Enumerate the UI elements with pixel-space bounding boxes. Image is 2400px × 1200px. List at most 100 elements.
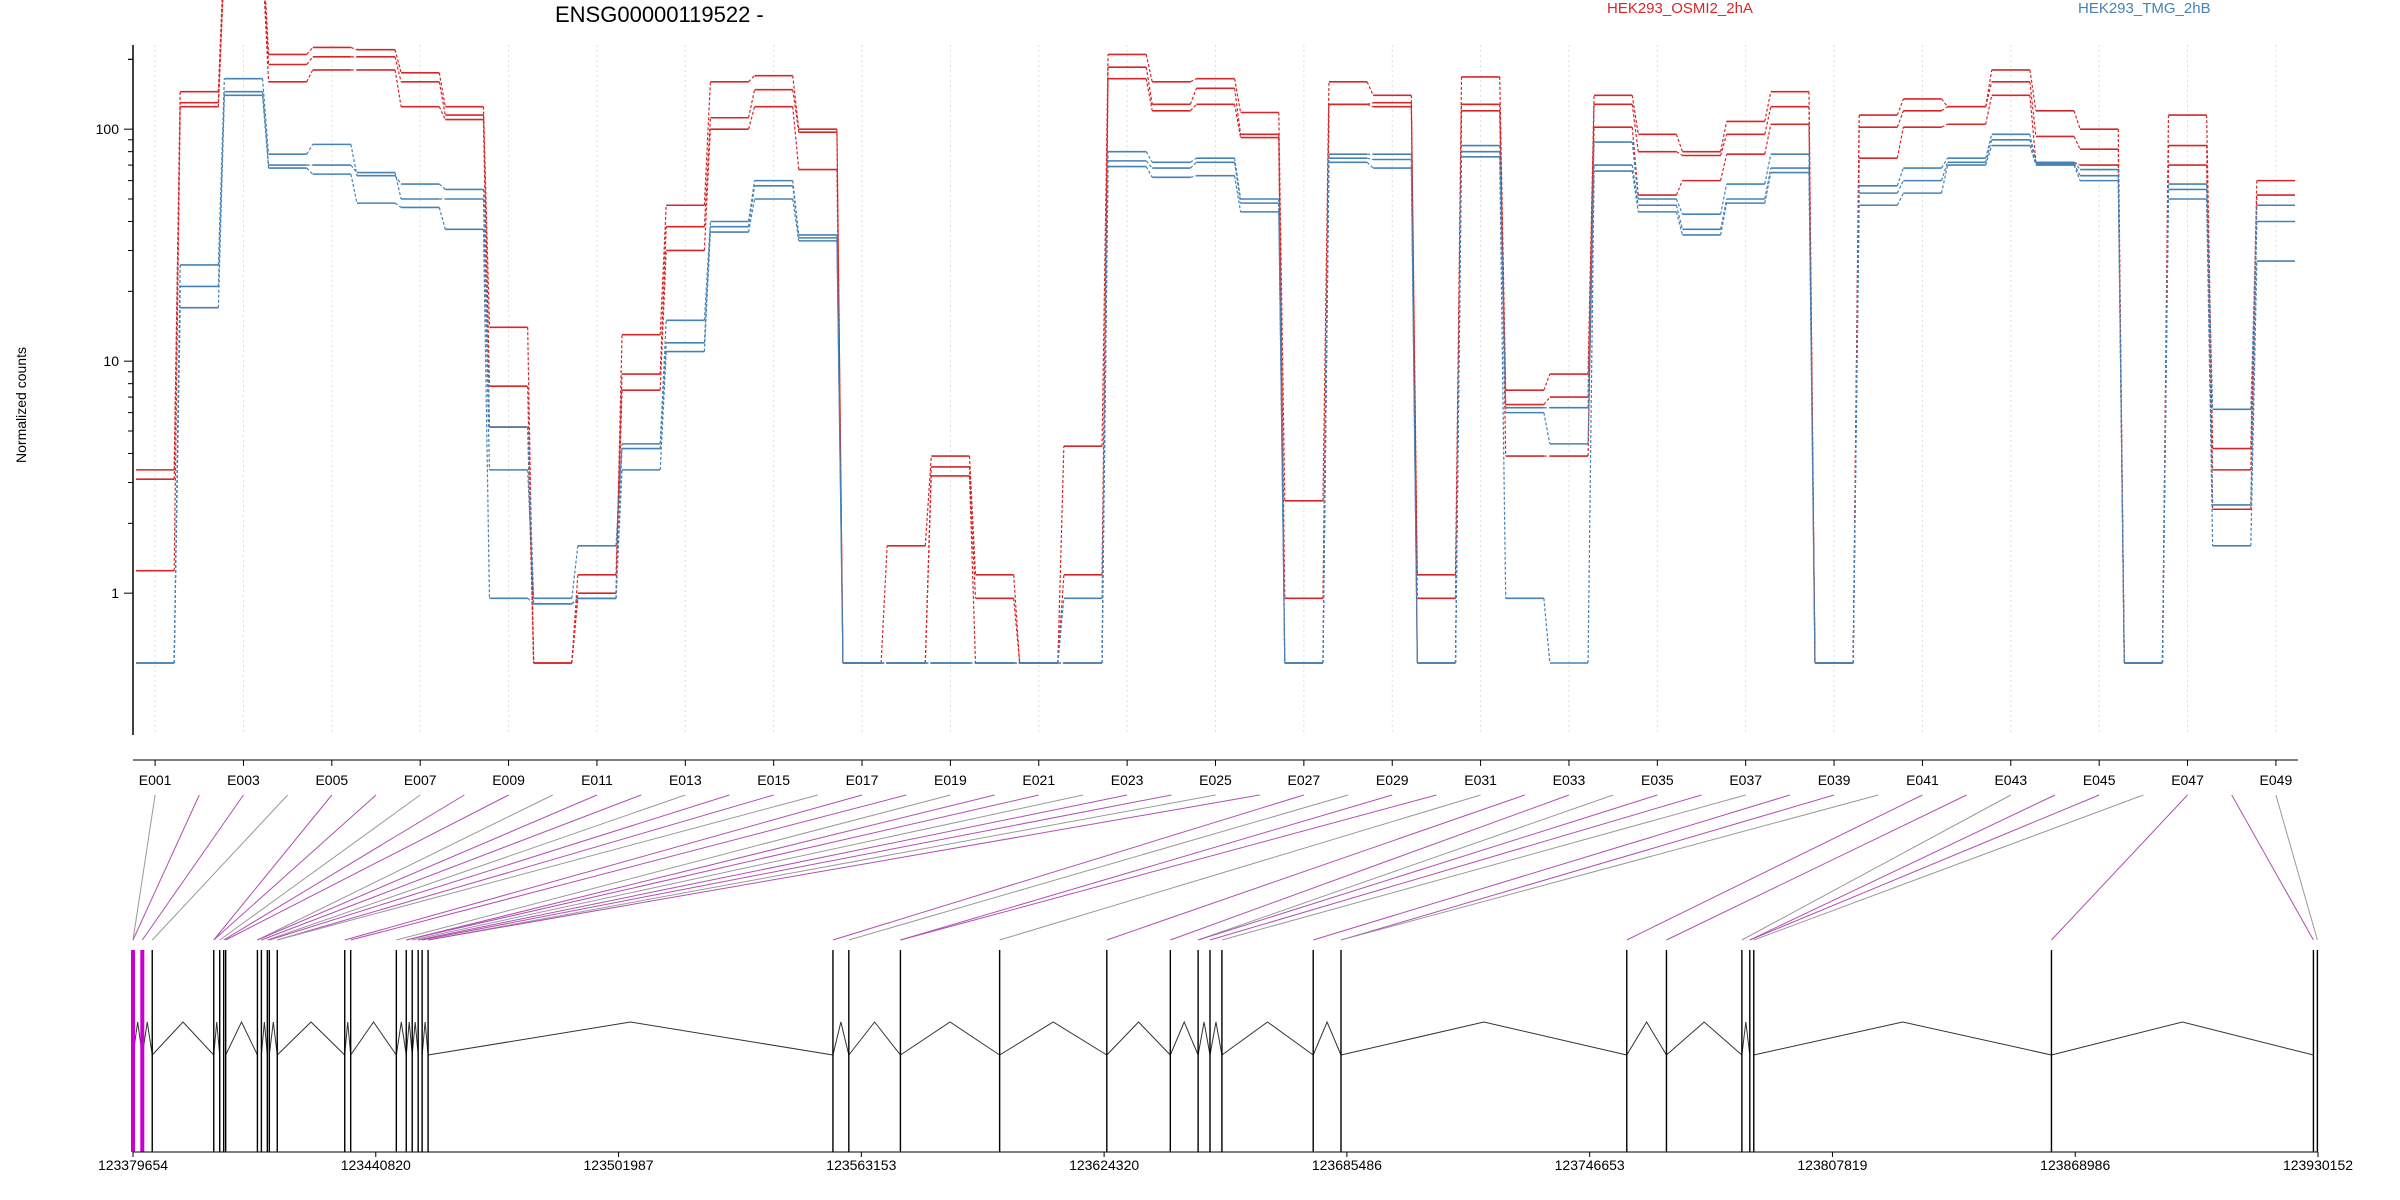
series-connector	[527, 469, 535, 604]
series-connector	[527, 597, 535, 605]
legend: HEK293_OSMI2_2hA HEK293_TMG_2hB	[1607, 0, 2211, 17]
genomic-tick-label: 123746653	[1555, 1157, 1625, 1173]
exon-connector	[1170, 794, 1570, 941]
series-connector	[2073, 164, 2081, 181]
series-connector	[2029, 95, 2037, 163]
exon-connector	[427, 794, 1216, 941]
series-connector	[306, 167, 314, 175]
exon-connector	[1106, 794, 1525, 941]
series-connector	[659, 250, 667, 391]
x-tick-label: E005	[315, 772, 348, 788]
intron-chevron	[999, 1021, 1108, 1056]
x-tick-label: E009	[492, 772, 525, 788]
series-connector	[1941, 106, 1948, 112]
series-connector	[1057, 446, 1065, 664]
series-connector	[438, 72, 446, 107]
genomic-tick-label: 123501987	[584, 1157, 654, 1173]
x-tick-label: E031	[1464, 772, 1497, 788]
exon-connector	[1340, 794, 1835, 941]
exon-connector	[223, 794, 465, 941]
intron-chevron	[1340, 1021, 1627, 1056]
series-connector	[527, 386, 535, 664]
series-connector	[2250, 221, 2258, 505]
intron-chevron	[395, 1021, 407, 1056]
genomic-tick-label: 123868986	[2040, 1157, 2110, 1173]
series-connector	[1941, 157, 1949, 169]
series-connector	[1013, 598, 1021, 664]
exon-connector	[999, 794, 1481, 941]
series-connector	[1720, 121, 1728, 152]
x-tick-label: E019	[934, 772, 967, 788]
genomic-axis: 123379654 123440820 123501987 123563153 1236…	[98, 1151, 2353, 1173]
x-tick-label: E037	[1729, 772, 1762, 788]
series-connector	[2029, 145, 2037, 166]
series-connector	[217, 91, 225, 287]
series-connector	[1366, 81, 1374, 96]
intron-chevron	[1626, 1021, 1667, 1056]
genomic-tick-label: 123624320	[1069, 1157, 1139, 1173]
intron-chevron	[1197, 1021, 1211, 1056]
exon-connector	[1741, 794, 2012, 941]
intron-chevron	[428, 1021, 834, 1056]
series-connector	[571, 597, 579, 605]
series-connector	[1675, 211, 1684, 236]
exon-connector	[412, 794, 1084, 941]
intron-chevron	[832, 1021, 850, 1056]
series-connector	[1985, 134, 1993, 159]
y-tick-label: 1	[111, 585, 119, 601]
exon-connector	[350, 794, 907, 941]
series-connector	[1454, 156, 1463, 664]
series-connector	[792, 198, 800, 241]
series-connector	[1322, 162, 1330, 664]
exon-connector	[422, 794, 1172, 941]
series-connector	[1189, 161, 1197, 169]
intron-chevron	[213, 1021, 221, 1056]
series-connector	[173, 307, 181, 664]
series-connector	[747, 106, 756, 130]
series-connector	[1189, 103, 1197, 112]
series-connector	[438, 207, 446, 230]
x-tick-label: E039	[1818, 772, 1851, 788]
series-connector	[1543, 396, 1551, 405]
series-connector	[1189, 88, 1197, 105]
exon-connector	[406, 794, 995, 941]
exon-connector	[418, 794, 1128, 941]
x-tick-label: E041	[1906, 772, 1939, 788]
series-connector	[615, 334, 623, 594]
exon-connector	[132, 794, 200, 941]
series-connector	[527, 327, 535, 664]
series-connector	[1366, 161, 1374, 169]
exon-connector	[1313, 794, 1791, 941]
exon-connector	[257, 794, 553, 941]
genomic-tick-label: 123563153	[826, 1157, 896, 1173]
intron-chevron	[848, 1021, 901, 1056]
x-tick-label: E017	[846, 772, 879, 788]
chart-title: ENSG00000119522 -	[555, 2, 764, 27]
series-connector	[438, 106, 446, 120]
series-connector	[482, 198, 491, 470]
series-connector	[1631, 95, 1639, 135]
series-connector	[1499, 151, 1507, 413]
series-connector	[2206, 189, 2214, 505]
series-connector	[1764, 91, 1772, 122]
series-connector	[792, 89, 800, 133]
exon-connector	[151, 794, 289, 941]
series-connector	[571, 598, 579, 664]
exon-connector	[1221, 794, 1746, 941]
series-connector	[1234, 78, 1242, 113]
series-connector	[2250, 205, 2258, 410]
x-tick-label: E035	[1641, 772, 1674, 788]
series-connector	[306, 56, 314, 65]
intron-chevron	[1106, 1021, 1171, 1056]
series-connector	[747, 89, 756, 118]
exon-connector	[1340, 794, 1879, 941]
series-connector	[527, 427, 535, 664]
x-tick-label: E027	[1288, 772, 1321, 788]
series-connector	[1764, 167, 1772, 200]
series-connector	[1675, 134, 1683, 152]
series-connector	[1145, 166, 1153, 178]
exon-connector	[900, 794, 1393, 941]
exon-connector	[1626, 794, 1923, 941]
genomic-tick-label: 123930152	[2283, 1157, 2353, 1173]
series-connector	[1896, 192, 1904, 206]
